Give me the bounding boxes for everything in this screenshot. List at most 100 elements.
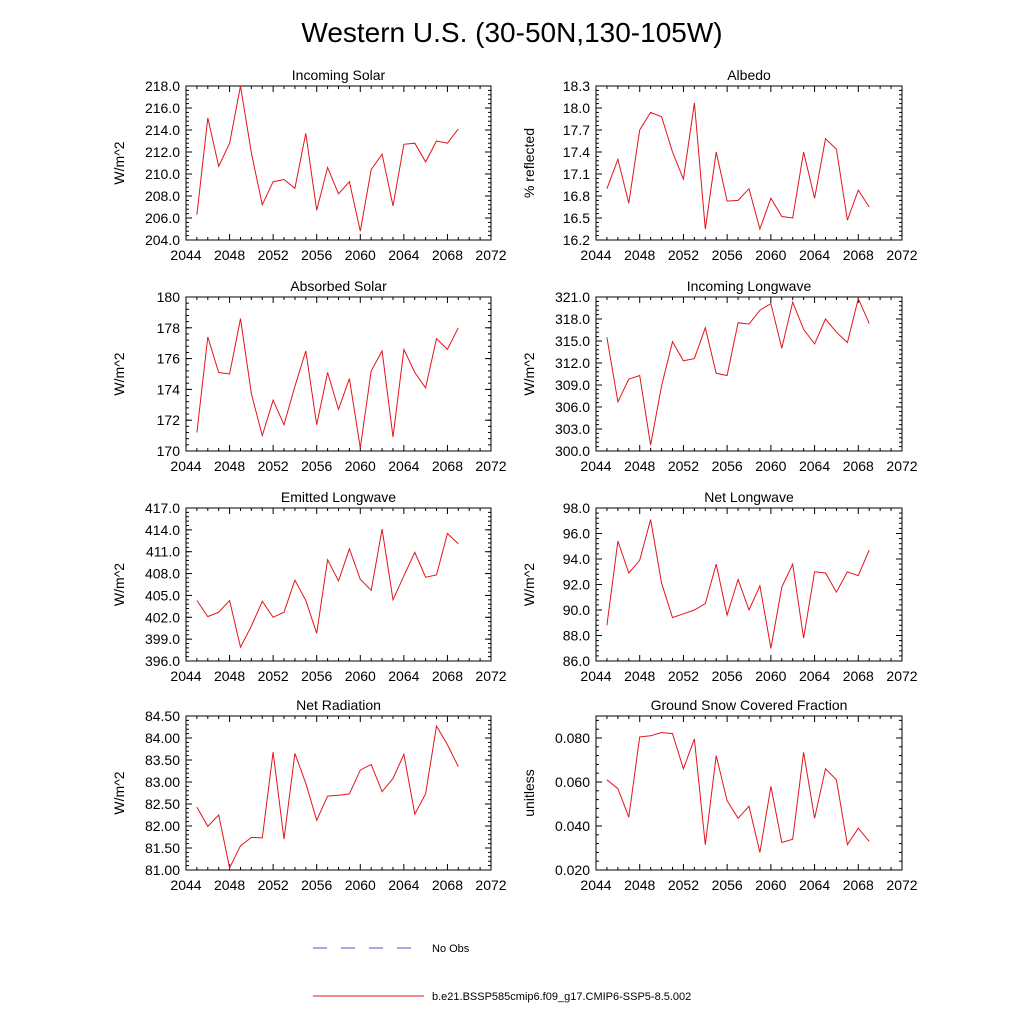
y-axis-label: W/m^2 — [111, 563, 127, 606]
panel-absorbed-solar: Absorbed Solar W/m^2 2044 2048 2052 2056 2060 2… — [111, 278, 507, 474]
legend-model-label: b.e21.BSSP585cmip6.f09_g17.CMIP6-SSP5-8.… — [432, 991, 691, 1003]
x-tick-label: 2072 — [475, 247, 506, 263]
x-tick-label: 2068 — [843, 458, 874, 474]
x-tick-label: 2072 — [886, 247, 917, 263]
x-tick-label: 2044 — [580, 458, 611, 474]
panel-title: Albedo — [727, 67, 771, 83]
x-tick-label: 2068 — [843, 247, 874, 263]
x-tick-label: 2052 — [258, 247, 289, 263]
y-tick-label: 417.0 — [145, 500, 180, 516]
x-tick-label: 2060 — [345, 668, 376, 684]
x-tick-label: 2060 — [345, 877, 376, 893]
y-tick-label: 396.0 — [145, 653, 180, 669]
x-tick-label: 2056 — [712, 458, 743, 474]
y-tick-label: 176 — [157, 351, 181, 367]
y-tick-label: 98.0 — [563, 500, 590, 516]
y-tick-label: 315.0 — [555, 333, 590, 349]
y-axis-label: W/m^2 — [111, 771, 127, 814]
panels: Incoming Solar W/m^2 2044 2048 2052 2056 2060 2… — [111, 67, 918, 893]
x-tick-label: 2044 — [580, 247, 611, 263]
y-tick-label: 399.0 — [145, 631, 180, 647]
y-tick-label: 18.3 — [563, 78, 590, 94]
x-tick-label: 2064 — [799, 877, 830, 893]
x-tick-label: 2068 — [432, 458, 463, 474]
series-line — [196, 318, 459, 448]
x-tick-label: 2044 — [170, 877, 201, 893]
y-tick-label: 0.080 — [555, 730, 590, 746]
y-tick-label: 309.0 — [555, 377, 590, 393]
y-tick-label: 18.0 — [563, 100, 590, 116]
y-tick-label: 86.0 — [563, 653, 590, 669]
panel-ground-snow-covered-fraction: Ground Snow Covered Fraction unitless 2044… — [521, 697, 918, 893]
x-tick-label: 2060 — [755, 668, 786, 684]
x-tick-label: 2048 — [214, 247, 245, 263]
y-tick-label: 170 — [157, 443, 181, 459]
y-tick-label: 214.0 — [145, 122, 180, 138]
y-tick-label: 84.00 — [145, 730, 180, 746]
x-tick-label: 2068 — [843, 877, 874, 893]
plot-frame — [595, 715, 903, 871]
x-tick-label: 2064 — [388, 458, 419, 474]
x-tick-label: 2052 — [668, 877, 699, 893]
series-line — [606, 731, 870, 853]
y-tick-label: 312.0 — [555, 355, 590, 371]
x-tick-label: 2064 — [799, 458, 830, 474]
x-tick-label: 2056 — [301, 458, 332, 474]
y-tick-label: 83.50 — [145, 752, 180, 768]
x-tick-label: 2060 — [755, 458, 786, 474]
y-tick-label: 303.0 — [555, 421, 590, 437]
y-tick-label: 180 — [157, 289, 181, 305]
y-tick-label: 405.0 — [145, 587, 180, 603]
x-tick-label: 2048 — [214, 458, 245, 474]
x-tick-label: 2048 — [624, 877, 655, 893]
x-tick-label: 2052 — [668, 458, 699, 474]
y-tick-label: 411.0 — [146, 544, 180, 560]
y-tick-label: 88.0 — [563, 628, 590, 644]
x-tick-label: 2056 — [712, 247, 743, 263]
x-tick-label: 2044 — [170, 668, 201, 684]
y-tick-label: 0.060 — [555, 774, 590, 790]
y-axis-label: % reflected — [521, 128, 537, 198]
x-tick-label: 2072 — [475, 668, 506, 684]
series-line — [606, 102, 870, 231]
y-tick-label: 402.0 — [145, 609, 180, 625]
y-tick-label: 318.0 — [555, 311, 590, 327]
panel-title: Incoming Solar — [292, 67, 386, 83]
panel-net-longwave: Net Longwave W/m^2 2044 2048 2052 2056 2060 206… — [521, 489, 918, 684]
x-tick-label: 2064 — [799, 668, 830, 684]
x-tick-label: 2048 — [624, 247, 655, 263]
y-axis-label: W/m^2 — [521, 352, 537, 395]
y-tick-label: 94.0 — [563, 551, 590, 567]
x-tick-label: 2068 — [432, 877, 463, 893]
x-tick-label: 2056 — [712, 877, 743, 893]
x-tick-label: 2072 — [475, 877, 506, 893]
series-line — [196, 724, 459, 870]
y-tick-label: 210.0 — [145, 166, 180, 182]
x-tick-label: 2064 — [799, 247, 830, 263]
y-tick-label: 81.50 — [145, 840, 180, 856]
y-tick-label: 16.2 — [563, 232, 590, 248]
plot-frame — [595, 85, 903, 241]
x-tick-label: 2068 — [432, 668, 463, 684]
panel-title: Ground Snow Covered Fraction — [651, 697, 848, 713]
y-tick-label: 300.0 — [555, 443, 590, 459]
y-tick-label: 204.0 — [145, 232, 180, 248]
x-tick-label: 2072 — [886, 668, 917, 684]
y-tick-label: 90.0 — [563, 602, 590, 618]
y-tick-label: 96.0 — [563, 526, 590, 542]
x-tick-label: 2068 — [432, 247, 463, 263]
legend: No Obs b.e21.BSSP585cmip6.f09_g17.CMIP6-… — [313, 943, 691, 1003]
x-tick-label: 2052 — [258, 458, 289, 474]
plot-frame — [185, 715, 492, 871]
x-tick-label: 2072 — [886, 877, 917, 893]
x-tick-label: 2072 — [475, 458, 506, 474]
y-tick-label: 174 — [157, 381, 181, 397]
y-tick-label: 306.0 — [555, 399, 590, 415]
y-tick-label: 84.50 — [145, 708, 180, 724]
y-tick-label: 17.4 — [563, 144, 590, 160]
panel-title: Emitted Longwave — [281, 489, 396, 505]
x-tick-label: 2056 — [712, 668, 743, 684]
plot-frame — [595, 507, 903, 662]
x-tick-label: 2044 — [170, 458, 201, 474]
panel-net-radiation: Net Radiation W/m^2 2044 2048 2052 2056 2060 20… — [111, 697, 507, 893]
